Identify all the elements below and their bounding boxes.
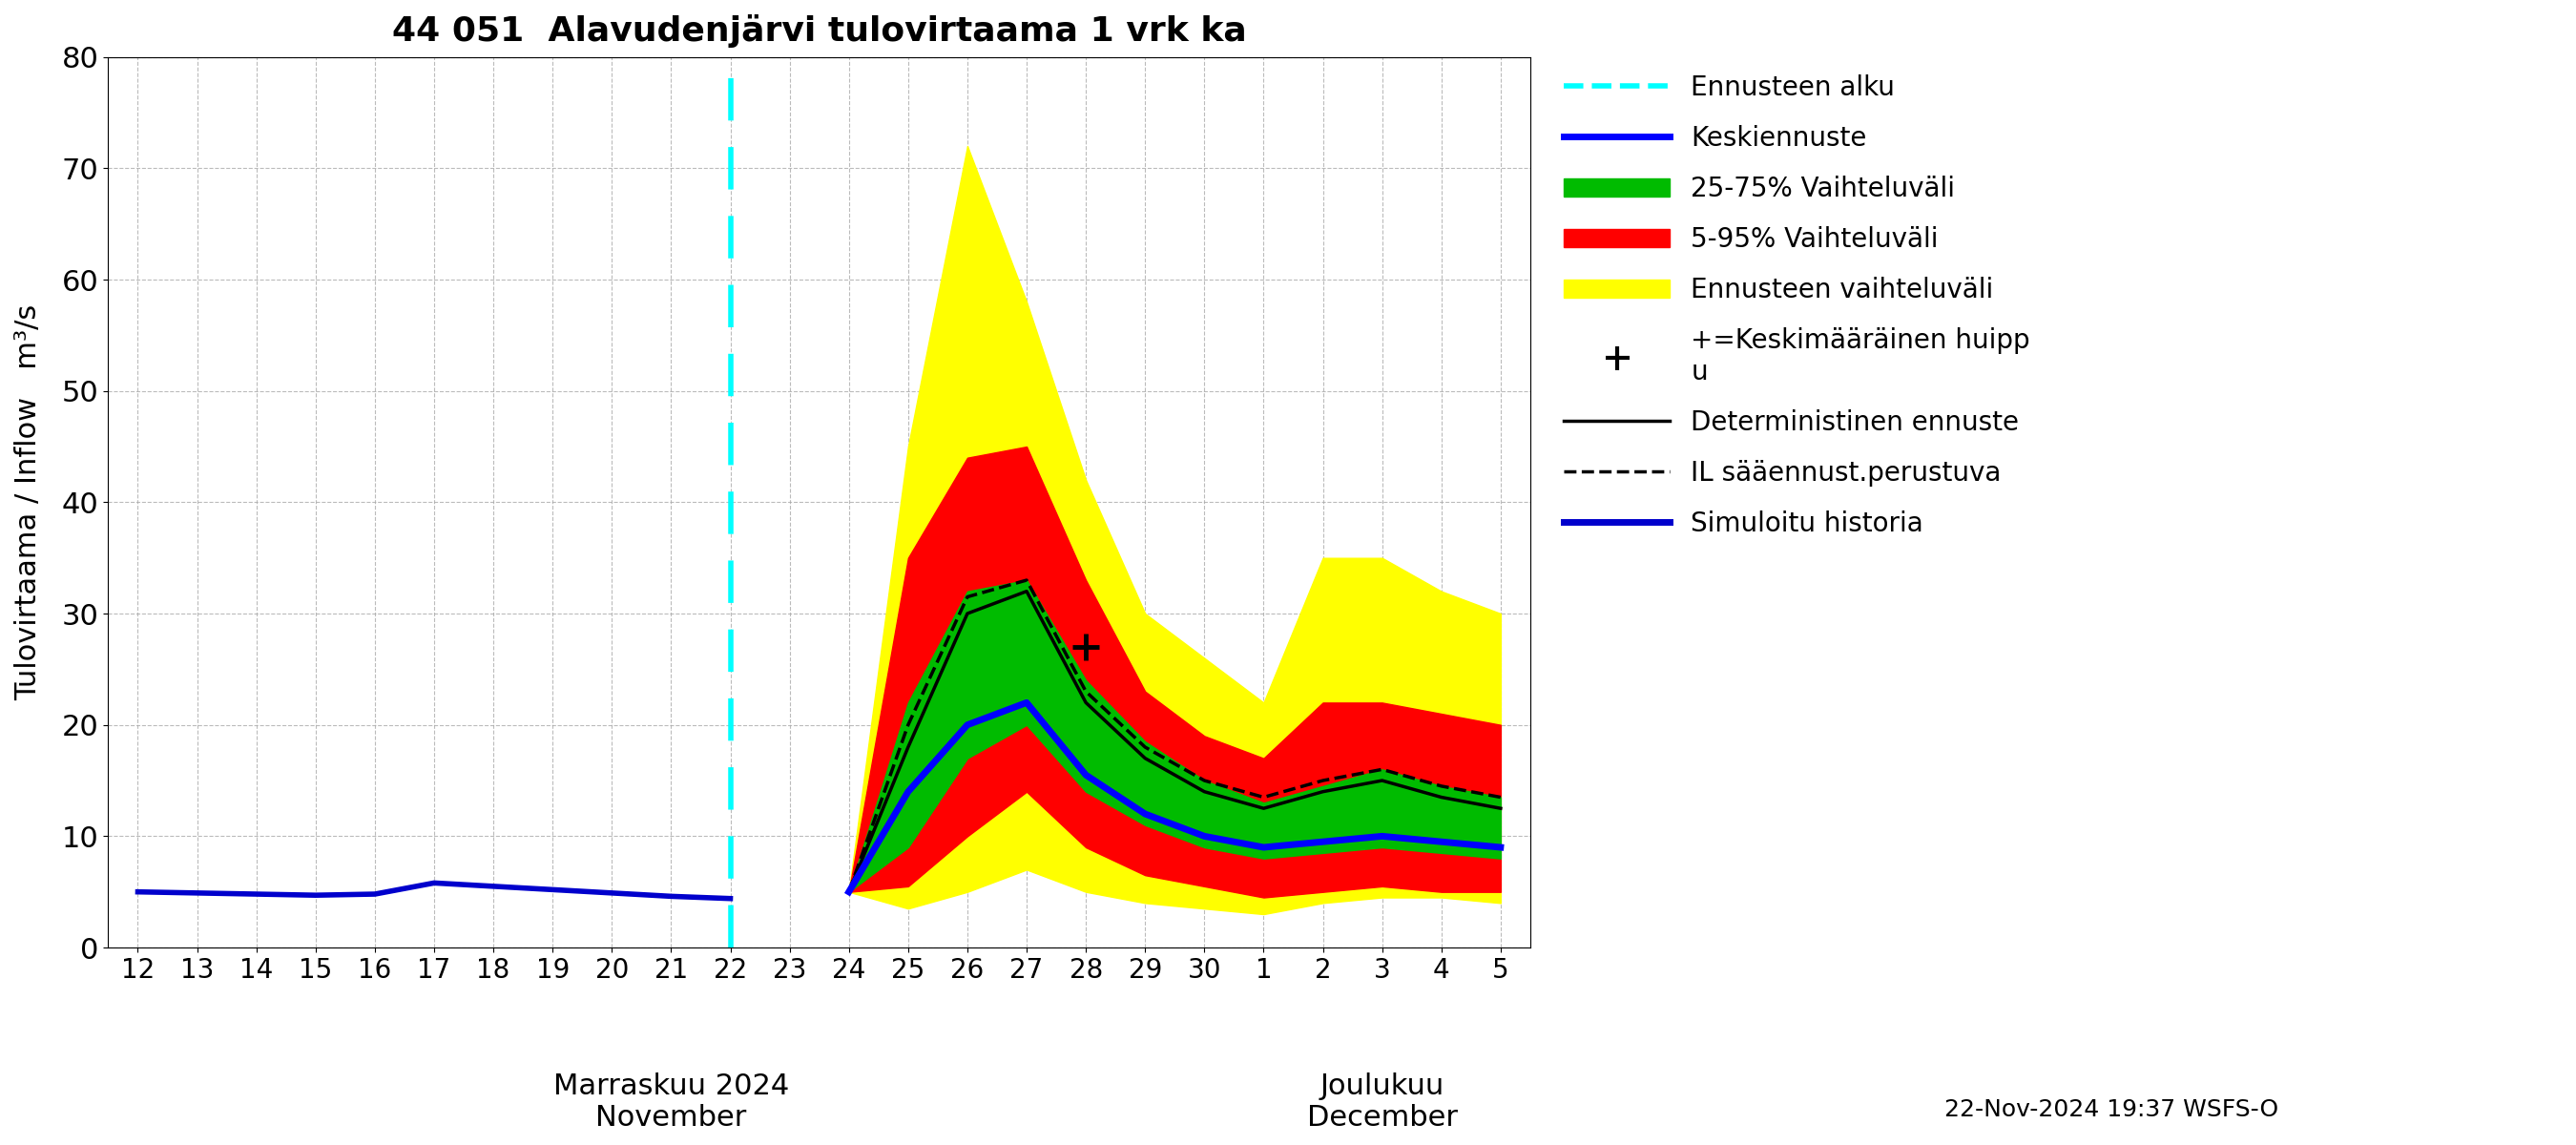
Y-axis label: Tulovirtaama / Inflow   m³/s: Tulovirtaama / Inflow m³/s (15, 305, 41, 701)
Title: 44 051  Alavudenjärvi tulovirtaama 1 vrk ka: 44 051 Alavudenjärvi tulovirtaama 1 vrk … (392, 14, 1247, 48)
Text: Joulukuu
December: Joulukuu December (1306, 1072, 1458, 1132)
Text: 22-Nov-2024 19:37 WSFS-O: 22-Nov-2024 19:37 WSFS-O (1945, 1098, 2280, 1121)
Legend: Ennusteen alku, Keskiennuste, 25-75% Vaihteluväli, 5-95% Vaihteluväli, Ennusteen: Ennusteen alku, Keskiennuste, 25-75% Vai… (1551, 62, 2043, 550)
Text: Marraskuu 2024
November: Marraskuu 2024 November (554, 1072, 788, 1132)
